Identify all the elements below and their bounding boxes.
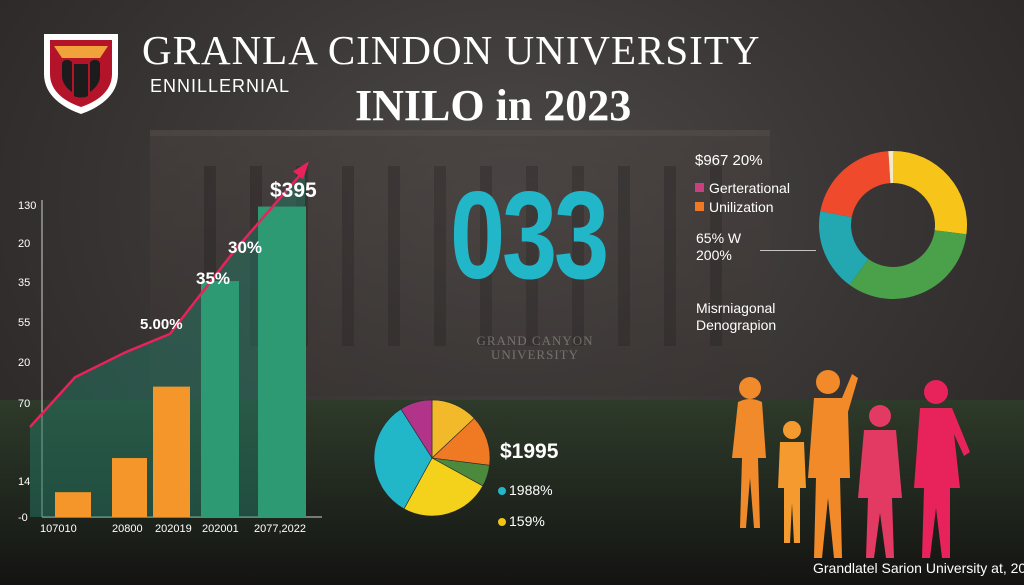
legend-label-utilization: Unilization [709,199,774,215]
donut-slice [819,211,869,285]
x-tick-label: 202001 [202,523,239,535]
y-tick-label: 130 [18,200,36,212]
right-note: 65% W 200% [696,230,741,264]
campus-sign-line-2: UNIVERSITY [491,347,579,362]
bar [201,281,239,517]
pie-chart [373,399,491,517]
silhouette-woman-left [732,377,766,528]
donut-slice [888,151,893,184]
trend-line [29,168,306,428]
connector-line [760,250,816,251]
university-shield-logo [44,34,118,114]
bar [153,386,190,517]
headline: INILO in 2023 [355,81,632,130]
pie-slice [403,457,484,517]
pie-slice [431,417,491,466]
university-subtitle: ENNILLERNIAL [150,76,291,96]
big-stat-number: 033 [450,167,609,305]
data-label: 30% [228,238,262,257]
donut-slice [893,151,967,235]
pie-label-1: 1988% [498,482,553,498]
y-tick-label: 20 [18,357,30,369]
donut-chart [819,151,967,299]
campus-sign-line-1: GRAND CANYON [476,333,594,348]
pie-dot-2 [498,518,506,526]
pie-slice [400,399,433,460]
demographics-label: Misrniagonal Denograpion [696,300,776,334]
legend-item-generational: Gerterational [695,180,790,196]
data-label: 5.00% [140,316,183,333]
people-silhouettes [732,370,970,558]
data-label: $395 [270,179,317,202]
silhouette-woman-right [914,380,970,558]
legend-item-utilization: Unilization [695,199,774,215]
bar-chart: 130 20 35 55 20 70 14 -0 5.00% 35% 30% $395 107010 20… [18,161,322,535]
bar [112,458,147,517]
bar [258,206,306,517]
legend-swatch-utilization [695,202,704,211]
demographics-line-2: Denograpion [696,317,777,333]
right-note-line-2: 200% [696,247,732,263]
y-tick-label: -0 [18,512,28,524]
demographics-line-1: Misrniagonal [696,300,776,316]
y-tick-label: 35 [18,277,30,289]
right-note-line-1: 65% W [696,230,742,246]
donut-slice [849,230,967,299]
pie-value: $1995 [500,440,559,463]
legend-swatch-generational [695,183,704,192]
pie-dot-1 [498,487,506,495]
silhouette-person-middle [858,405,902,558]
trend-arrowhead [293,161,309,180]
x-tick-label: 20800 [112,523,143,535]
pie-slice [373,408,433,510]
bar [55,492,91,517]
x-tick-label: 107010 [40,523,77,535]
y-tick-label: 70 [18,398,30,410]
y-tick-label: 14 [18,476,30,488]
x-tick-label: 2077,2022 [254,523,306,535]
y-tick-label: 55 [18,317,30,329]
footer-caption: Grandlatel Sarion University at, 2022 [813,560,1024,576]
x-tick-label: 202019 [155,523,192,535]
right-stat-value: $967 20% [695,152,763,169]
data-label: 35% [196,269,230,288]
campus-sign: GRAND CANYON UNIVERSITY [445,334,625,362]
university-title: GRANLA CINDON UNIVERSITY [142,27,761,73]
pie-label-2-text: 159% [509,513,545,529]
legend-label-generational: Gerterational [709,180,790,196]
pie-label-1-text: 1988% [509,482,553,498]
silhouette-man-waving [808,370,858,558]
pie-label-2: 159% [498,513,545,529]
y-tick-label: 20 [18,238,30,250]
silhouette-child [778,421,806,543]
donut-slice [820,151,891,218]
